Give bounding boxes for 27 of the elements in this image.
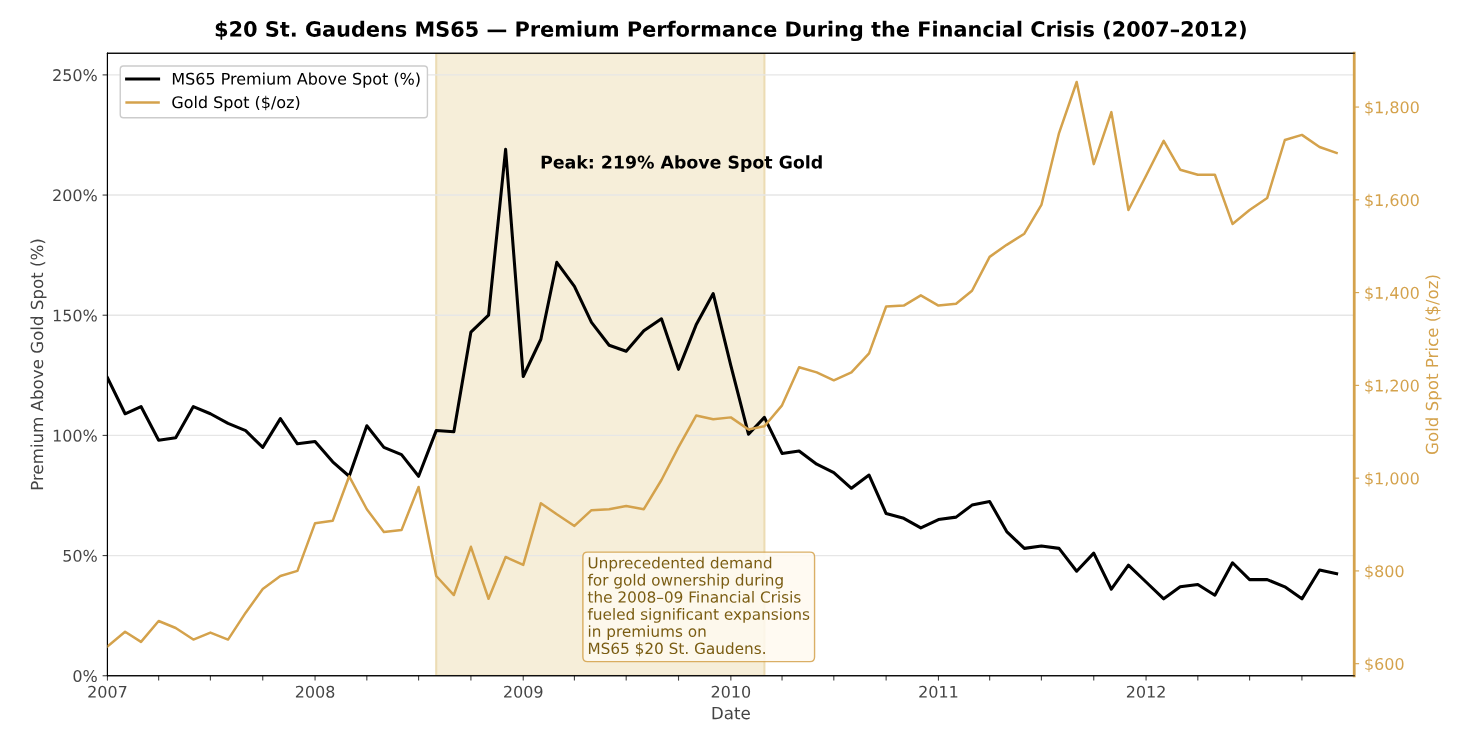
y2-tick-label: $1,200: [1365, 379, 1419, 394]
legend-label: Gold Spot ($/oz): [172, 95, 300, 112]
x-axis-title: Date: [712, 707, 750, 720]
x-tick-label: 2009: [504, 685, 543, 698]
y2-tick-label: $1,400: [1365, 286, 1419, 302]
x-tick-label: 2010: [711, 685, 751, 698]
y-tick-label: 50%: [63, 549, 97, 562]
x-tick-label: 2008: [295, 685, 335, 698]
y2-axis-title: Gold Spot Price ($/oz): [1425, 275, 1442, 455]
chart-title: $20 St. Gaudens MS65 — Premium Performance During the Financial Crisis (2007–2012): [215, 20, 1246, 42]
x-tick-label: 2007: [88, 685, 127, 698]
annotation: Unprecedented demand for gold ownership during the 2008–09 Financial Crisis fueled significant expansions in premiums on MS65 $20 St. Gaudens.: [587, 556, 810, 657]
y-axis-title: Premium Above Gold Spot (%): [30, 239, 47, 490]
x-tick-label: 2012: [1126, 685, 1165, 698]
y2-tick-label: $1,800: [1365, 100, 1419, 116]
y-tick-label: 150%: [53, 309, 97, 322]
y2-tick-label: $1,600: [1365, 193, 1419, 209]
y2-tick-label: $600: [1365, 657, 1404, 673]
y-tick-label: 0%: [73, 669, 97, 683]
annotation: Peak: 219% Above Spot Gold: [541, 155, 822, 173]
y-tick-label: 250%: [53, 69, 97, 82]
y2-tick-label: $1,000: [1365, 472, 1419, 487]
legend-label: MS65 Premium Above Spot (%): [172, 72, 420, 88]
y-tick-label: 100%: [53, 429, 97, 442]
x-tick-label: 2011: [919, 685, 958, 698]
y-tick-label: 200%: [53, 189, 97, 202]
y2-tick-label: $800: [1365, 564, 1404, 580]
